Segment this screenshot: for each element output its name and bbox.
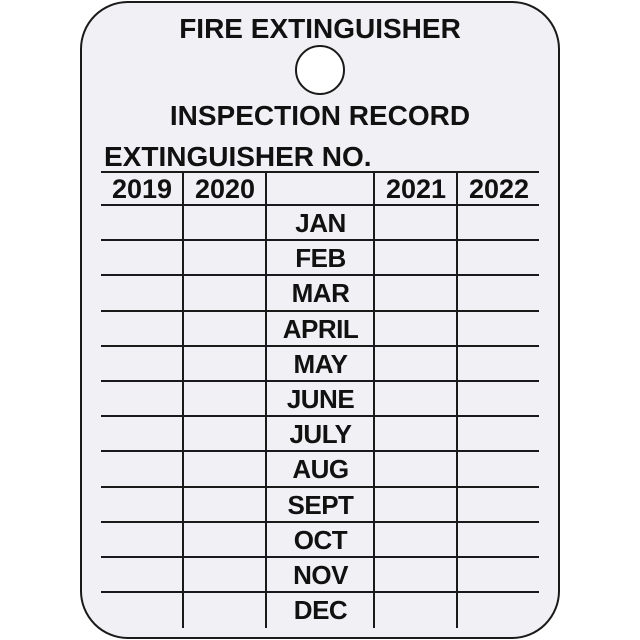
month-label: MAR xyxy=(291,278,350,308)
grid-row-line xyxy=(101,274,539,276)
extinguisher-number-label: EXTINGUISHER NO. xyxy=(104,141,372,172)
grid-column-line xyxy=(373,171,375,628)
grid-row-line xyxy=(101,486,539,488)
grid-row-line xyxy=(101,380,539,382)
month-label: NOV xyxy=(293,560,348,590)
grid-row-line xyxy=(101,239,539,241)
year-header-2019: 2019 xyxy=(111,174,173,204)
grid-column-line xyxy=(182,171,184,628)
title-fire-extinguisher: FIRE EXTINGUISHER xyxy=(179,13,461,44)
grid-row-line xyxy=(101,450,539,452)
hang-hole xyxy=(295,45,345,95)
grid-row-line xyxy=(101,171,539,173)
grid-row-line xyxy=(101,521,539,523)
grid-row-line xyxy=(101,204,539,206)
month-label: FEB xyxy=(295,243,346,273)
month-label: JAN xyxy=(295,208,346,238)
month-label: AUG xyxy=(292,454,349,484)
year-header-2021: 2021 xyxy=(385,174,447,204)
grid-row-line xyxy=(101,415,539,417)
grid-row-line xyxy=(101,345,539,347)
year-header-2020: 2020 xyxy=(194,174,256,204)
grid-row-line xyxy=(101,591,539,593)
title-inspection-record: INSPECTION RECORD xyxy=(169,100,471,131)
month-label: JUNE xyxy=(286,384,355,414)
grid-column-line xyxy=(265,171,267,628)
year-header-2022: 2022 xyxy=(468,174,530,204)
month-label: JULY xyxy=(289,419,352,449)
inspection-tag xyxy=(80,1,560,639)
grid-column-line xyxy=(456,171,458,628)
month-label: OCT xyxy=(293,525,348,555)
month-label: SEPT xyxy=(287,490,354,520)
month-label: MAY xyxy=(293,349,348,379)
month-label: APRIL xyxy=(282,314,359,344)
grid-row-line xyxy=(101,556,539,558)
grid-row-line xyxy=(101,310,539,312)
month-label: DEC xyxy=(293,595,348,625)
